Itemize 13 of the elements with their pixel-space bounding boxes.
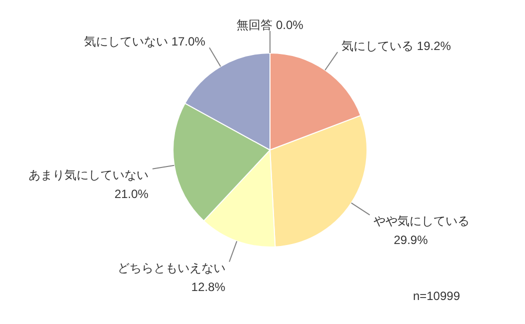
slice-label: あまり気にしていない [28,168,148,182]
data-label: 17.0% [171,34,206,49]
text: n=10999 [412,289,460,303]
text: 0.0% [276,18,304,32]
data-label: 12.8% [191,280,226,294]
data-label: 29.9% [394,232,428,247]
slice-label: どちらともいえない [117,260,226,275]
category-label: 無回答 [236,18,273,32]
slice-label: 気にしていない [84,34,168,49]
slice-label: 気にしている [342,39,414,54]
slice-label: やや気にしている [374,214,470,228]
data-label: 21.0% [114,186,149,201]
data-label: 19.2% [416,39,451,54]
